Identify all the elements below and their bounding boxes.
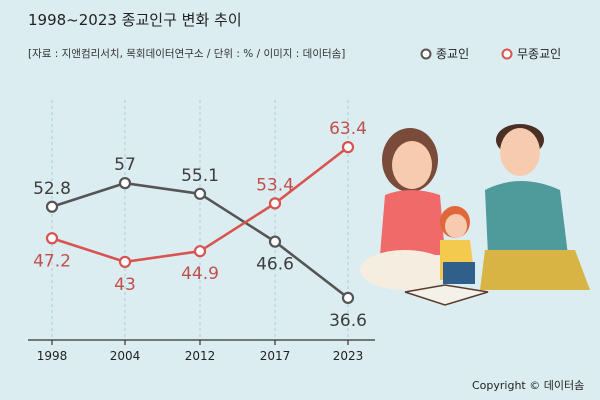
data-label-nonreligious-2012: 44.9 (181, 264, 219, 284)
copyright: Copyright © 데이터솜 (472, 379, 584, 392)
x-tick-label-2017: 2017 (260, 349, 291, 363)
data-label-nonreligious-2023: 63.4 (329, 119, 367, 139)
data-label-religious-2012: 55.1 (181, 166, 219, 186)
legend-marker-nonreligious (501, 48, 513, 60)
legend-marker-religious (420, 48, 432, 60)
data-label-religious-2004: 57 (114, 155, 136, 175)
data-point-religious-2023 (341, 291, 355, 304)
data-label-religious-2017: 46.6 (256, 255, 294, 275)
data-label-nonreligious-1998: 47.2 (33, 251, 71, 271)
illustration-family-praying (360, 124, 590, 306)
x-tick-label-1998: 1998 (37, 349, 68, 363)
data-point-nonreligious-2012 (193, 245, 207, 258)
x-tick-label-2004: 2004 (110, 349, 141, 363)
data-label-nonreligious-2004: 43 (114, 275, 136, 295)
legend: 종교인 무종교인 (420, 47, 561, 61)
x-tick-label-2012: 2012 (185, 349, 216, 363)
data-point-religious-1998 (45, 200, 59, 213)
data-label-religious-2023: 36.6 (329, 311, 367, 331)
legend-label-religious: 종교인 (436, 47, 469, 61)
data-label-religious-1998: 52.8 (33, 179, 71, 199)
chart-title: 1998~2023 종교인구 변화 추이 (28, 11, 242, 29)
data-point-nonreligious-1998 (45, 232, 59, 245)
chart-source: [자료 : 지앤컴리서치, 목회데이터연구소 / 단위 : % / 이미지 : … (28, 47, 345, 60)
data-point-religious-2004 (118, 177, 132, 190)
data-point-nonreligious-2004 (118, 255, 132, 268)
data-point-nonreligious-2023 (341, 141, 355, 154)
data-point-religious-2012 (193, 187, 207, 200)
data-point-nonreligious-2017 (268, 197, 282, 210)
plot-area: 1998 2004 2012 2017 2023 52.8 57 55.1 46.6 36.6 47… (28, 100, 375, 363)
data-label-nonreligious-2017: 53.4 (256, 175, 294, 195)
data-point-religious-2017 (268, 235, 282, 248)
x-tick-label-2023: 2023 (333, 349, 364, 363)
legend-label-nonreligious: 무종교인 (517, 47, 561, 61)
